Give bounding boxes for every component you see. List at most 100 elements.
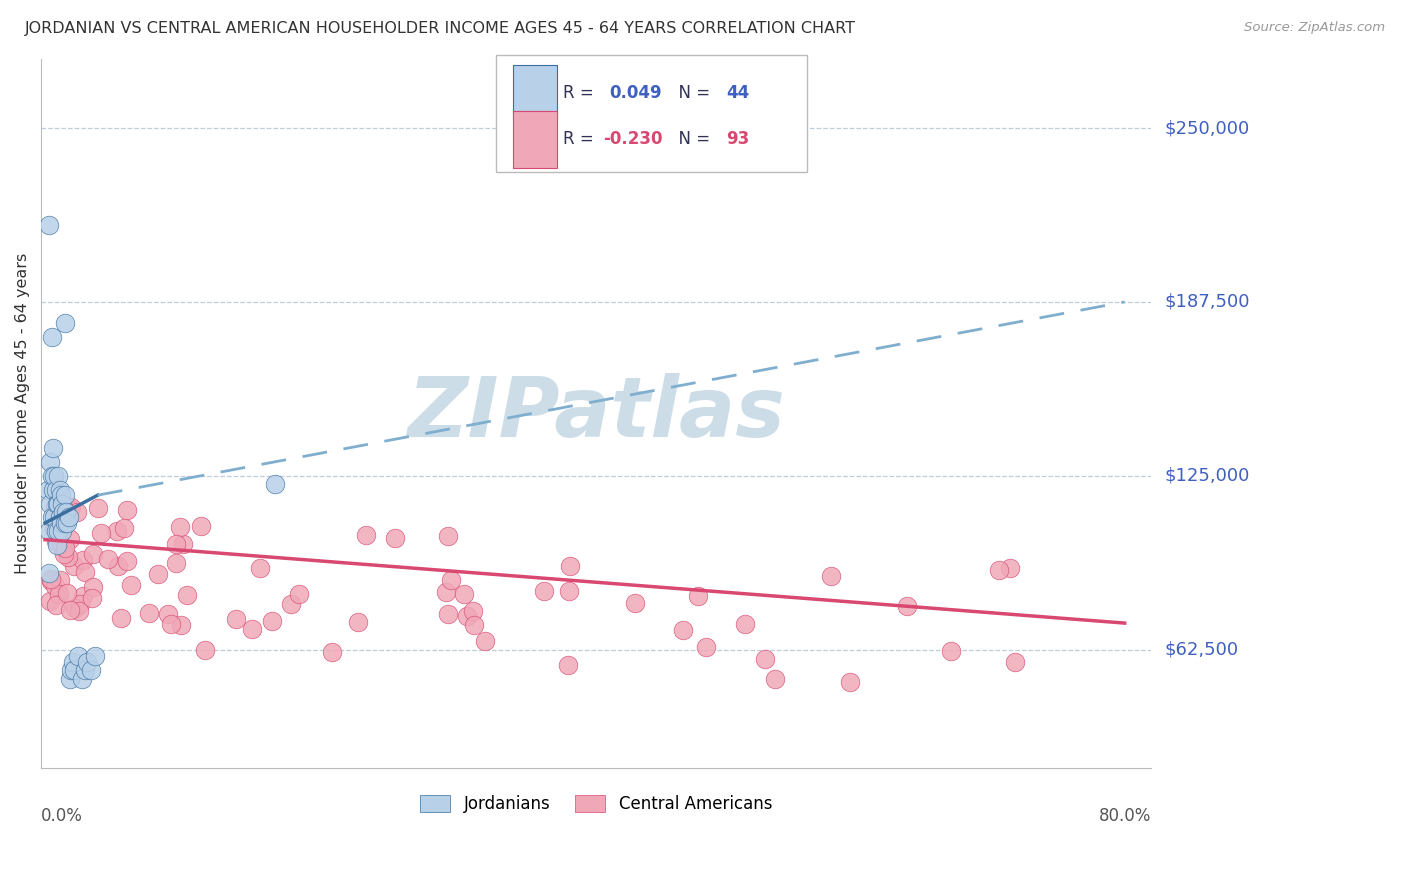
Point xyxy=(53,541,76,556)
Point xyxy=(49,573,72,587)
Point xyxy=(73,664,96,678)
Text: 0.0%: 0.0% xyxy=(41,806,83,825)
Point xyxy=(70,672,93,686)
Point xyxy=(55,505,77,519)
Point xyxy=(115,554,138,568)
Point xyxy=(53,316,76,330)
Text: $125,000: $125,000 xyxy=(1166,467,1250,484)
Point xyxy=(148,566,170,581)
Point xyxy=(557,658,579,673)
Text: -0.230: -0.230 xyxy=(603,130,662,148)
Point xyxy=(39,574,62,588)
Point xyxy=(44,579,66,593)
Point xyxy=(474,634,496,648)
Text: ZIPatlas: ZIPatlas xyxy=(408,373,785,454)
Point xyxy=(533,584,555,599)
Point xyxy=(56,586,79,600)
Point xyxy=(51,540,73,554)
Point xyxy=(225,612,247,626)
Point xyxy=(44,500,66,515)
Point xyxy=(45,598,67,612)
Point xyxy=(59,672,82,686)
Text: 80.0%: 80.0% xyxy=(1098,806,1152,825)
Point xyxy=(45,483,67,497)
Point xyxy=(45,524,67,539)
Point xyxy=(165,537,187,551)
Point xyxy=(39,572,62,586)
Point xyxy=(41,510,63,524)
Point xyxy=(686,590,709,604)
Point xyxy=(51,508,73,523)
Text: Source: ZipAtlas.com: Source: ZipAtlas.com xyxy=(1244,21,1385,35)
Point xyxy=(987,563,1010,577)
FancyBboxPatch shape xyxy=(513,64,557,121)
Point xyxy=(46,496,69,510)
Point xyxy=(80,591,103,606)
Point xyxy=(38,219,60,233)
Point xyxy=(440,573,463,587)
Point xyxy=(321,645,343,659)
Point xyxy=(463,604,485,618)
Text: N =: N = xyxy=(668,130,716,148)
FancyBboxPatch shape xyxy=(496,55,807,172)
Point xyxy=(46,468,69,483)
Text: 0.049: 0.049 xyxy=(609,84,662,102)
Point xyxy=(63,664,86,678)
Point xyxy=(763,672,786,686)
Point xyxy=(157,607,180,622)
Point xyxy=(48,587,70,601)
Text: JORDANIAN VS CENTRAL AMERICAN HOUSEHOLDER INCOME AGES 45 - 64 YEARS CORRELATION : JORDANIAN VS CENTRAL AMERICAN HOUSEHOLDE… xyxy=(25,21,856,37)
Point xyxy=(262,614,284,628)
Point xyxy=(48,510,70,524)
Point xyxy=(249,561,271,575)
Point xyxy=(280,597,302,611)
Point xyxy=(38,524,60,539)
Point xyxy=(62,655,84,669)
Point xyxy=(80,664,103,678)
Point xyxy=(59,500,82,514)
Point xyxy=(38,566,60,580)
Point xyxy=(60,664,83,678)
Point xyxy=(66,649,89,664)
Point xyxy=(107,558,129,573)
Text: R =: R = xyxy=(562,84,605,102)
Point xyxy=(172,536,194,550)
Point xyxy=(69,597,91,611)
Point xyxy=(838,675,860,690)
Point xyxy=(56,549,79,564)
Point xyxy=(112,521,135,535)
Point xyxy=(695,640,717,654)
Point xyxy=(623,596,645,610)
Point xyxy=(42,441,65,455)
Point xyxy=(463,618,485,632)
Point xyxy=(160,617,183,632)
Legend: Jordanians, Central Americans: Jordanians, Central Americans xyxy=(413,789,779,820)
Point xyxy=(90,526,112,541)
Point xyxy=(53,547,76,561)
Point xyxy=(63,558,86,573)
Point xyxy=(41,468,63,483)
Point xyxy=(1004,656,1026,670)
Point xyxy=(53,516,76,530)
Point xyxy=(48,483,70,497)
Point xyxy=(384,532,406,546)
Point xyxy=(45,538,67,552)
Point xyxy=(51,524,73,539)
Point xyxy=(190,518,212,533)
Point xyxy=(44,534,66,549)
Point xyxy=(75,565,97,579)
Point xyxy=(76,655,98,669)
Point xyxy=(42,522,65,536)
Point xyxy=(453,586,475,600)
Point xyxy=(39,455,62,469)
Point xyxy=(48,503,70,517)
Point xyxy=(44,468,66,483)
Point xyxy=(356,528,378,542)
Y-axis label: Householder Income Ages 45 - 64 years: Householder Income Ages 45 - 64 years xyxy=(15,252,30,574)
Point xyxy=(63,600,86,615)
Point xyxy=(72,589,94,603)
Point xyxy=(41,329,63,343)
Point xyxy=(941,644,963,658)
Text: $62,500: $62,500 xyxy=(1166,640,1239,658)
Point xyxy=(194,643,217,657)
